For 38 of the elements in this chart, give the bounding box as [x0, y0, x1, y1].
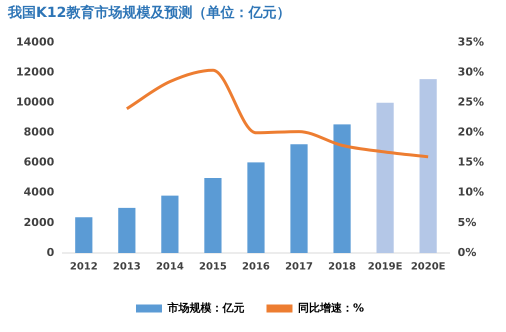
- chart-title: 我国K12教育市场规模及预测（单位：亿元）: [8, 4, 290, 22]
- y2-tick-label: 10%: [458, 186, 484, 199]
- legend-label: 市场规模：亿元: [166, 301, 244, 314]
- y-tick-label: 8000: [24, 126, 55, 139]
- x-tick-label: 2015: [199, 262, 227, 273]
- y2-tick-label: 20%: [458, 126, 484, 139]
- y2-tick-label: 35%: [458, 35, 484, 48]
- bar: [333, 124, 351, 253]
- y-tick-label: 14000: [16, 35, 55, 48]
- x-tick-label: 2013: [112, 262, 141, 273]
- y-tick-label: 10000: [16, 96, 55, 109]
- y2-tick-label: 25%: [458, 96, 484, 109]
- y-tick-label: 12000: [16, 66, 55, 79]
- x-tick-label: 2014: [156, 262, 184, 273]
- x-tick-label: 2020E: [410, 262, 446, 273]
- y2-tick-label: 5%: [458, 216, 476, 229]
- y-tick-label: 4000: [24, 186, 55, 199]
- x-tick-label: 2018: [328, 262, 356, 273]
- y-tick-label: 6000: [24, 156, 55, 169]
- bar: [118, 208, 136, 253]
- x-tick-label: 2017: [285, 262, 313, 273]
- bar: [290, 144, 308, 253]
- bar: [376, 102, 394, 253]
- bar: [420, 79, 437, 253]
- bar: [247, 162, 265, 253]
- y2-tick-label: 15%: [458, 156, 484, 169]
- legend-label: 同比增速：%: [298, 301, 364, 314]
- bar: [204, 178, 222, 253]
- x-tick-label: 2016: [242, 262, 270, 273]
- y-tick-label: 0: [46, 246, 55, 259]
- y-tick-label: 2000: [24, 216, 55, 229]
- y2-tick-label: 30%: [458, 66, 484, 79]
- y2-tick-label: 0%: [458, 246, 476, 259]
- bar: [75, 217, 92, 253]
- bar: [161, 196, 178, 253]
- x-tick-label: 2019E: [368, 262, 403, 273]
- x-tick-label: 2012: [70, 262, 98, 273]
- line-series: [125, 68, 430, 158]
